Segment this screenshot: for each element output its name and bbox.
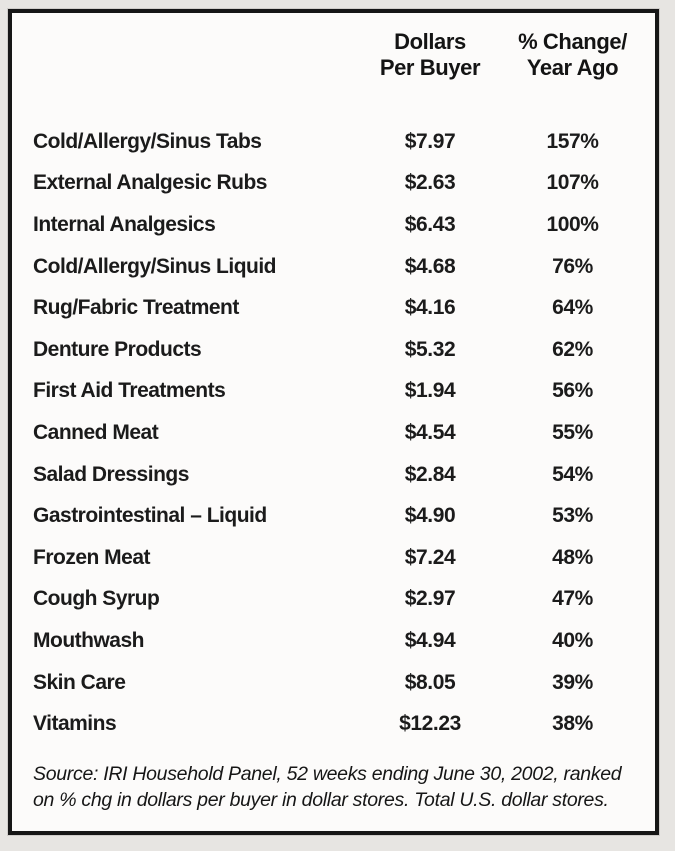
- row-change: 48%: [552, 545, 593, 569]
- row-change: 64%: [552, 296, 593, 320]
- row-change: 47%: [552, 587, 593, 611]
- row-category: External Analgesic Rubs: [33, 171, 267, 195]
- row-change: 107%: [546, 171, 599, 195]
- row-category: Salad Dressings: [33, 462, 189, 486]
- header-category-spacer: [33, 29, 360, 81]
- row-dollars: $6.43: [404, 212, 456, 236]
- source-note: Source: IRI Household Panel, 52 weeks en…: [33, 761, 641, 813]
- source-note-line1: Source: IRI Household Panel, 52 weeks en…: [33, 762, 622, 785]
- table-row: Cold/Allergy/Sinus Liquid $4.68 76%: [33, 246, 645, 288]
- row-category: Cold/Allergy/Sinus Tabs: [33, 129, 262, 153]
- row-dollars: $12.23: [399, 712, 461, 736]
- table-row: Cough Syrup $2.97 47%: [33, 579, 645, 621]
- row-change: 38%: [552, 712, 593, 736]
- row-category: Skin Care: [33, 670, 126, 694]
- table-row: Salad Dressings $2.84 54%: [33, 454, 645, 496]
- row-change: 56%: [552, 379, 593, 403]
- table-row: Vitamins $12.23 38%: [33, 703, 645, 745]
- row-dollars: $1.94: [404, 379, 456, 403]
- source-note-line2: on % chg in dollars per buyer in dollar …: [33, 788, 609, 811]
- row-category: Rug/Fabric Treatment: [33, 296, 239, 320]
- row-change: 40%: [552, 628, 593, 652]
- row-category: Cough Syrup: [33, 587, 160, 611]
- row-dollars: $7.97: [404, 129, 456, 153]
- row-dollars: $2.97: [404, 587, 456, 611]
- header-dollars-line2: Per Buyer: [379, 55, 481, 80]
- row-category: Vitamins: [33, 712, 117, 736]
- header-dollars-line1: Dollars: [394, 29, 466, 54]
- row-dollars: $7.24: [404, 545, 456, 569]
- row-category: Cold/Allergy/Sinus Liquid: [33, 254, 277, 278]
- row-category: Internal Analgesics: [33, 212, 216, 236]
- header-change-line2: Year Ago: [526, 55, 619, 80]
- table-header: Dollars Per Buyer % Change/ Year Ago: [12, 13, 655, 81]
- row-dollars: $8.05: [404, 670, 456, 694]
- row-change: 55%: [552, 420, 593, 444]
- table-row: First Aid Treatments $1.94 56%: [33, 371, 645, 413]
- table-row: Gastrointestinal – Liquid $4.90 53%: [33, 495, 645, 537]
- row-dollars: $4.68: [404, 254, 456, 278]
- table-panel: Dollars Per Buyer % Change/ Year Ago Col…: [8, 9, 659, 835]
- row-change: 157%: [546, 129, 599, 153]
- row-category: Canned Meat: [33, 420, 159, 444]
- row-dollars: $2.63: [404, 171, 456, 195]
- row-category: Mouthwash: [33, 628, 145, 652]
- row-category: Denture Products: [33, 337, 202, 361]
- row-change: 54%: [552, 462, 593, 486]
- row-dollars: $4.90: [404, 504, 456, 528]
- header-change-line1: % Change/: [518, 29, 627, 54]
- table-row: Rug/Fabric Treatment $4.16 64%: [33, 287, 645, 329]
- table-row: Mouthwash $4.94 40%: [33, 620, 645, 662]
- header-percent-change: % Change/ Year Ago: [500, 29, 645, 81]
- table-row: Internal Analgesics $6.43 100%: [33, 204, 645, 246]
- table-row: Skin Care $8.05 39%: [33, 662, 645, 704]
- header-dollars-per-buyer: Dollars Per Buyer: [360, 29, 500, 81]
- row-change: 100%: [546, 212, 599, 236]
- row-change: 76%: [552, 254, 593, 278]
- table-row: External Analgesic Rubs $2.63 107%: [33, 163, 645, 205]
- table-row: Frozen Meat $7.24 48%: [33, 537, 645, 579]
- table-row: Cold/Allergy/Sinus Tabs $7.97 157%: [33, 121, 645, 163]
- row-category: Gastrointestinal – Liquid: [33, 504, 267, 528]
- table-row: Denture Products $5.32 62%: [33, 329, 645, 371]
- row-dollars: $2.84: [404, 462, 456, 486]
- row-category: First Aid Treatments: [33, 379, 226, 403]
- row-dollars: $4.16: [404, 296, 456, 320]
- table-row: Canned Meat $4.54 55%: [33, 412, 645, 454]
- row-dollars: $5.32: [404, 337, 456, 361]
- row-dollars: $4.54: [404, 420, 456, 444]
- row-change: 53%: [552, 504, 593, 528]
- row-change: 39%: [552, 670, 593, 694]
- row-change: 62%: [552, 337, 593, 361]
- row-dollars: $4.94: [404, 628, 456, 652]
- row-category: Frozen Meat: [33, 545, 151, 569]
- table-rows: Cold/Allergy/Sinus Tabs $7.97 157% Exter…: [12, 81, 655, 745]
